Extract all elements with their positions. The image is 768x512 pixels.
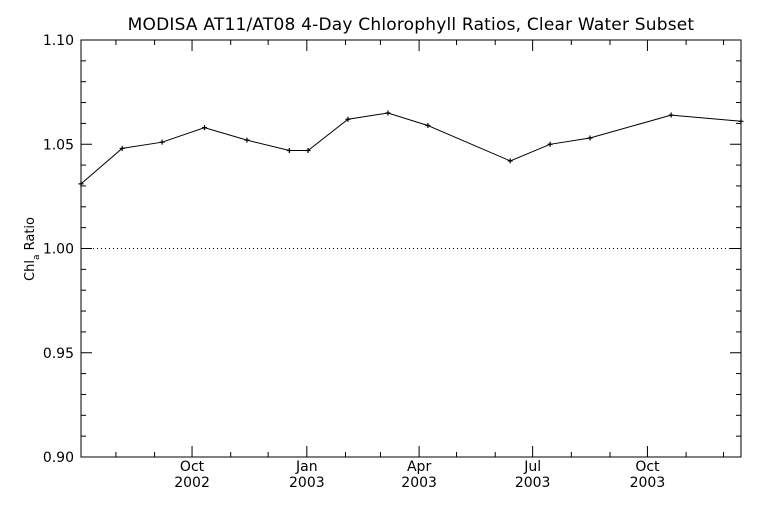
y-tick-label: 0.95 <box>43 346 74 362</box>
x-tick-month-label: Oct <box>180 459 205 475</box>
y-axis-label-suffix: Ratio <box>23 217 38 255</box>
series-layer <box>78 110 744 187</box>
series-line <box>80 112 742 185</box>
x-tick-year-label: 2003 <box>401 475 437 491</box>
y-tick-label: 0.90 <box>43 450 74 466</box>
data-point <box>385 110 391 116</box>
data-point <box>507 158 513 164</box>
y-tick-label: 1.05 <box>43 137 74 153</box>
data-point <box>425 122 431 128</box>
x-tick-year-label: 2003 <box>289 475 325 491</box>
data-point <box>286 148 292 154</box>
x-tick-month-label: Apr <box>407 459 431 475</box>
y-axis-label-main: Chl <box>23 260 38 281</box>
data-point <box>119 145 125 151</box>
tick-label-layer: 0.900.951.001.051.10Oct2002Jan2003Apr200… <box>43 33 665 491</box>
data-point <box>547 141 553 147</box>
x-tick-year-label: 2003 <box>630 475 666 491</box>
y-axis-label: Chla Ratio <box>23 217 42 281</box>
x-tick-month-label: Oct <box>635 459 660 475</box>
data-point <box>244 137 250 143</box>
y-axis-label-subscript: a <box>32 255 42 261</box>
plot-frame <box>80 39 742 458</box>
data-point <box>202 125 208 131</box>
x-tick-month-label: Jan <box>295 459 318 475</box>
data-point <box>587 135 593 141</box>
x-tick-year-label: 2003 <box>515 475 551 491</box>
x-tick-month-label: Jul <box>523 459 541 475</box>
data-point <box>159 139 165 145</box>
y-tick-label: 1.00 <box>43 242 74 258</box>
data-point <box>305 148 311 154</box>
data-point <box>345 116 351 122</box>
x-tick-year-label: 2002 <box>174 475 210 491</box>
axes-layer <box>80 39 742 458</box>
chart-title: MODISA AT11/AT08 4-Day Chlorophyll Ratio… <box>128 15 695 35</box>
y-tick-label: 1.10 <box>43 33 74 49</box>
data-point <box>668 112 674 118</box>
